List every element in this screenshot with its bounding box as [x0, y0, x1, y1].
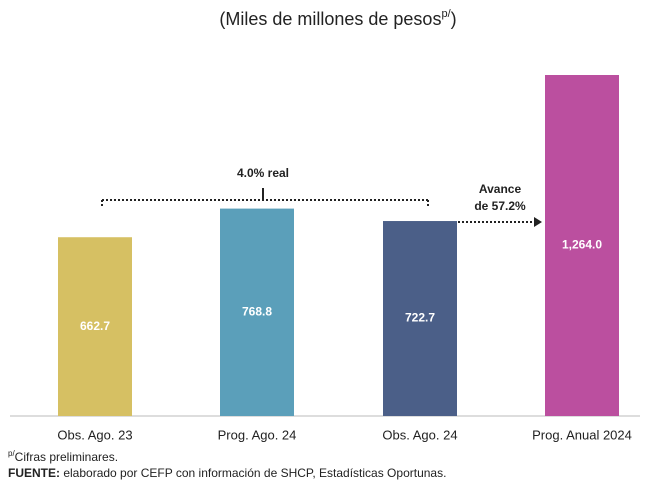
- value-label: 768.8: [242, 304, 272, 318]
- x-tick-label: Obs. Ago. 23: [57, 427, 132, 442]
- note-bold: FUENTE:: [8, 466, 60, 480]
- title-sup: p/: [441, 8, 451, 20]
- annotation: de 57.2%: [474, 199, 526, 213]
- title-close: ): [451, 9, 457, 29]
- annotation: 4.0% real: [237, 166, 289, 180]
- note-text: Cifras preliminares.: [15, 450, 118, 464]
- x-tick-label: Prog. Anual 2024: [532, 427, 632, 442]
- annotation: Avance: [479, 182, 522, 196]
- value-label: 662.7: [80, 319, 110, 333]
- note-text: elaborado por CEFP con información de SH…: [60, 466, 446, 480]
- bar: [383, 221, 457, 416]
- title-text: (Miles de millones de pesos: [219, 9, 441, 29]
- x-tick-label: Obs. Ago. 24: [382, 427, 457, 442]
- note-sup: p/: [8, 449, 15, 458]
- bar: [58, 237, 132, 416]
- value-label: 722.7: [405, 311, 435, 325]
- chart-title: (Miles de millones de pesosp/): [219, 8, 456, 29]
- arrow-head: [534, 217, 542, 227]
- bracket: [101, 188, 429, 208]
- note: FUENTE: elaborado por CEFP con informaci…: [8, 466, 446, 480]
- note: p/Cifras preliminares.: [8, 449, 118, 464]
- value-label: 1,264.0: [562, 238, 602, 252]
- bar: [545, 75, 619, 416]
- x-tick-label: Prog. Ago. 24: [218, 427, 297, 442]
- bar: [220, 208, 294, 416]
